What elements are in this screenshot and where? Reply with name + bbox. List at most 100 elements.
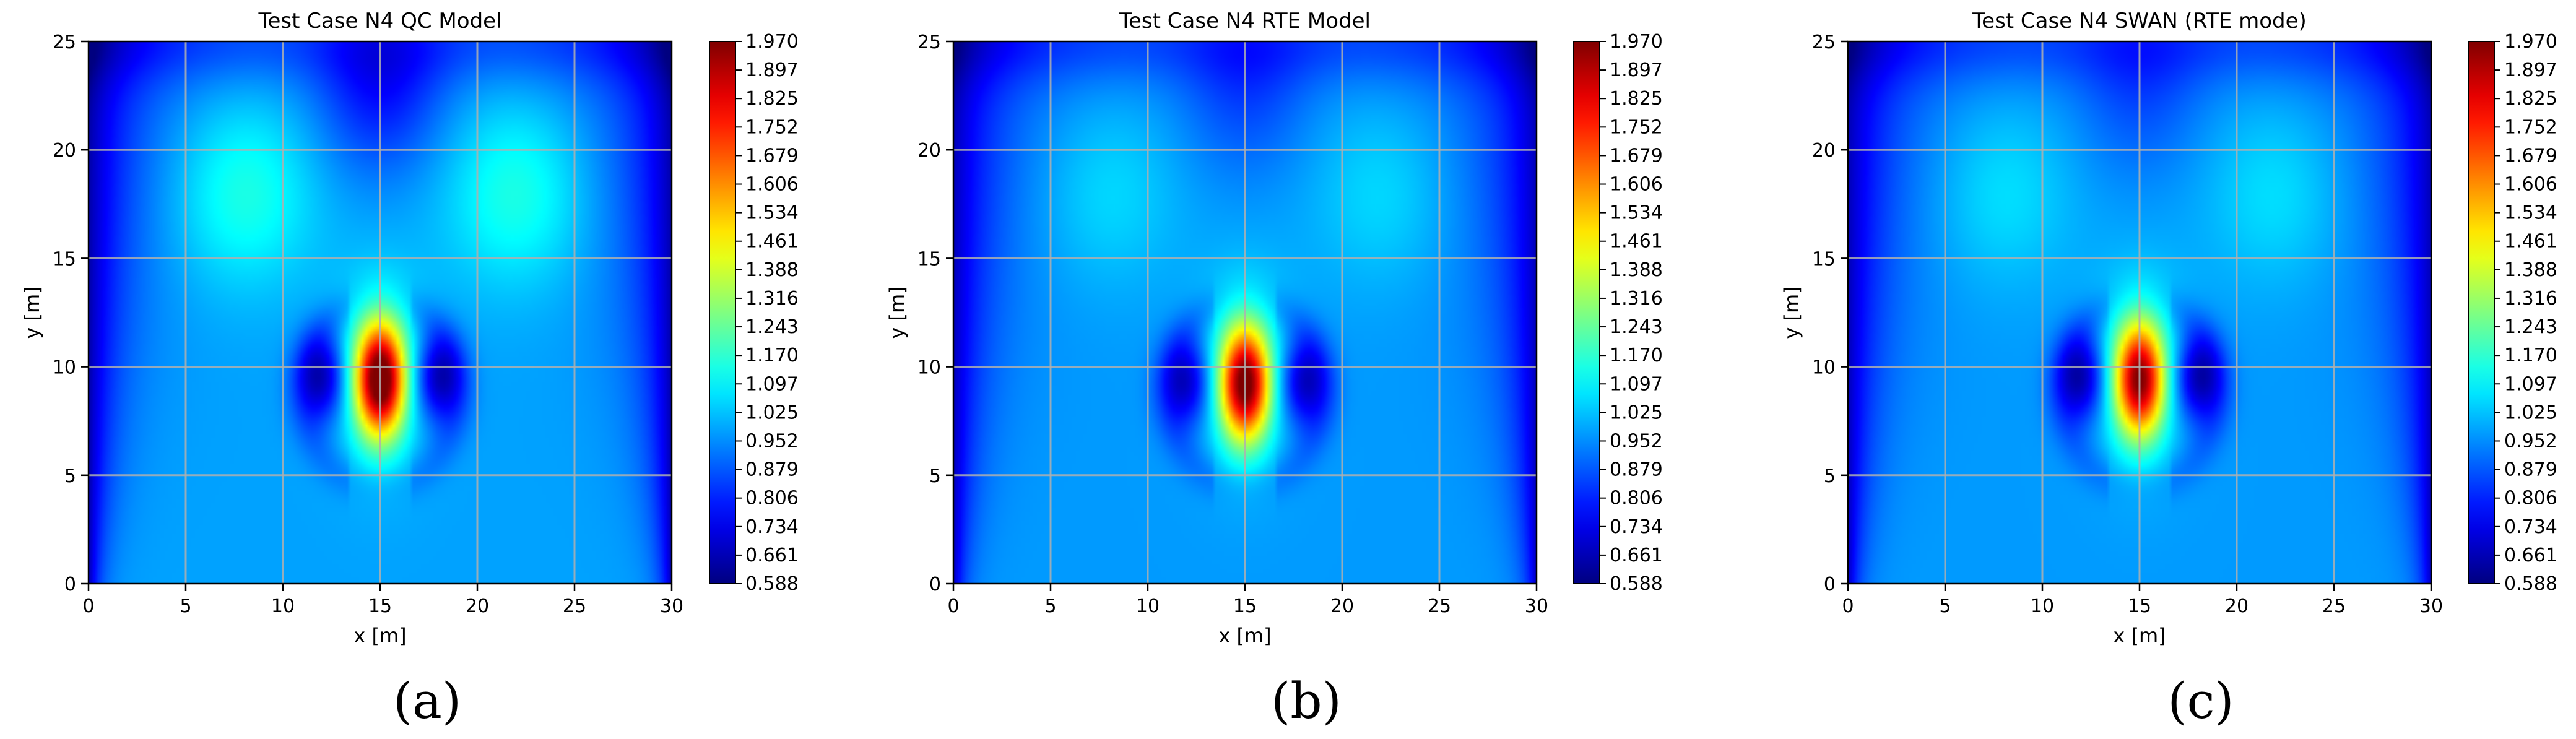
colorbar-tick-label: 0.952: [1610, 430, 1663, 452]
colorbar-tick-label: 0.661: [745, 545, 799, 566]
colorbar-tick-label: 0.661: [1610, 545, 1663, 566]
colorbar-tick-label: 1.388: [745, 259, 799, 281]
y-tick-label: 5: [1824, 465, 1836, 487]
x-tick-label: 5: [1939, 595, 1951, 617]
x-tick-label: 25: [2322, 595, 2346, 617]
colorbar-tick-label: 1.752: [745, 116, 799, 138]
colorbar-tick-label: 0.879: [745, 459, 799, 481]
y-tick-label: 20: [53, 140, 76, 162]
y-tick-label: 0: [64, 574, 76, 595]
colorbar-tick-label: 1.897: [2504, 59, 2557, 81]
panel-title: Test Case N4 RTE Model: [1119, 9, 1371, 33]
x-tick-label: 25: [563, 595, 586, 617]
x-tick-label: 20: [1330, 595, 1354, 617]
colorbar-tick-label: 1.461: [1610, 231, 1663, 253]
y-axis-label: y [m]: [20, 286, 44, 339]
y-tick-label: 25: [53, 32, 76, 53]
colorbar-tick-label: 1.097: [1610, 373, 1663, 395]
colorbar-tick-label: 1.461: [2504, 231, 2557, 253]
colorbar-tick-label: 0.661: [2504, 545, 2557, 566]
colorbar-tick-label: 1.752: [1610, 116, 1663, 138]
colorbar-tick-label: 1.025: [2504, 402, 2557, 423]
colorbar-tick-label: 0.952: [2504, 430, 2557, 452]
colorbar-tick-label: 0.952: [745, 430, 799, 452]
y-tick-label: 25: [1812, 32, 1836, 53]
colorbar-tick-label: 1.825: [2504, 88, 2557, 110]
y-axis-label: y [m]: [1780, 286, 1803, 339]
heatmap-panel-2: Test Case N4 RTE Model 0 5 10 15 20 25 30 0 5 10 15…: [885, 9, 1663, 730]
colorbar-tick-label: 1.897: [1610, 59, 1663, 81]
x-tick-label: 15: [368, 595, 392, 617]
x-tick-label: 0: [82, 595, 94, 617]
y-tick-label: 5: [929, 465, 941, 487]
x-axis-label: x [m]: [1218, 624, 1271, 647]
x-tick-label: 5: [1044, 595, 1056, 617]
colorbar-tick-label: 1.970: [2504, 31, 2557, 53]
x-tick-label: 10: [1136, 595, 1160, 617]
x-tick-label: 25: [1428, 595, 1451, 617]
y-tick-label: 20: [917, 140, 941, 162]
x-tick-label: 0: [1842, 595, 1854, 617]
y-tick-label: 20: [1812, 140, 1836, 162]
colorbar-tick-label: 1.170: [1610, 345, 1663, 366]
colorbar-tick-label: 1.970: [745, 31, 799, 53]
x-tick-label: 5: [180, 595, 191, 617]
x-tick-label: 30: [1525, 595, 1548, 617]
colorbar-gradient: [709, 41, 736, 584]
colorbar-tick-label: 0.806: [2504, 488, 2557, 509]
colorbar-tick-label: 0.734: [1610, 516, 1663, 538]
colorbar-tick-label: 0.806: [745, 488, 799, 509]
y-tick-label: 0: [929, 574, 941, 595]
colorbar-tick-label: 0.588: [2504, 573, 2557, 595]
colorbar-tick-label: 1.388: [2504, 259, 2557, 281]
colorbar-gradient: [2468, 41, 2495, 584]
colorbar-tick-label: 1.097: [745, 373, 799, 395]
y-tick-label: 10: [917, 357, 941, 379]
y-tick-label: 10: [53, 357, 76, 379]
colorbar: 0.588 0.661 0.734 0.806 0.879 0.952 1.025 1.097…: [1573, 31, 1663, 595]
colorbar-tick-label: 1.897: [745, 59, 799, 81]
x-tick-label: 30: [2419, 595, 2443, 617]
colorbar-tick-label: 1.679: [2504, 145, 2557, 166]
colorbar-tick-label: 0.806: [1610, 488, 1663, 509]
y-tick-label: 0: [1824, 574, 1836, 595]
x-tick-label: 20: [466, 595, 489, 617]
colorbar-tick-label: 1.025: [1610, 402, 1663, 423]
colorbar-tick-label: 1.243: [745, 316, 799, 338]
y-tick-label: 5: [64, 465, 76, 487]
colorbar-tick-label: 1.025: [745, 402, 799, 423]
panel-caption: (a): [393, 672, 461, 730]
colorbar-tick-label: 1.606: [745, 174, 799, 196]
colorbar-tick-label: 1.752: [2504, 116, 2557, 138]
colorbar-tick-label: 1.970: [1610, 31, 1663, 53]
colorbar-tick-label: 1.316: [2504, 288, 2557, 309]
heatmap-panel-3: Test Case N4 SWAN (RTE mode) 0 5 10 15 20 25 30…: [1780, 9, 2557, 730]
colorbar-tick-label: 1.316: [1610, 288, 1663, 309]
colorbar-tick-label: 1.534: [745, 202, 799, 224]
colorbar-tick-label: 1.679: [745, 145, 799, 166]
colorbar-tick-label: 1.097: [2504, 373, 2557, 395]
colorbar-tick-label: 1.534: [1610, 202, 1663, 224]
x-tick-label: 0: [947, 595, 959, 617]
panel-caption: (c): [2167, 672, 2234, 730]
colorbar-tick-label: 1.170: [2504, 345, 2557, 366]
x-tick-label: 30: [660, 595, 683, 617]
colorbar-tick-label: 0.588: [1610, 573, 1663, 595]
colorbar-tick-label: 1.606: [1610, 174, 1663, 196]
y-tick-label: 15: [917, 248, 941, 270]
colorbar-tick-label: 1.534: [2504, 202, 2557, 224]
colorbar-tick-label: 1.461: [745, 231, 799, 253]
colorbar: 0.588 0.661 0.734 0.806 0.879 0.952 1.025 1.097…: [2468, 31, 2557, 595]
colorbar-tick-label: 1.825: [745, 88, 799, 110]
colorbar-tick-label: 0.588: [745, 573, 799, 595]
x-axis-label: x [m]: [2113, 624, 2166, 647]
x-tick-label: 10: [2031, 595, 2054, 617]
x-tick-label: 15: [2128, 595, 2151, 617]
colorbar-gradient: [1573, 41, 1600, 584]
x-tick-label: 15: [1233, 595, 1257, 617]
colorbar: 0.588 0.661 0.734 0.806 0.879 0.952 1.025 1.097…: [709, 31, 799, 595]
y-tick-label: 15: [1812, 248, 1836, 270]
heatmap-panel-1: Test Case N4 QC Model 0 5 10 15 20 25 30 0 5 10 15 2…: [20, 9, 799, 730]
x-tick-label: 20: [2225, 595, 2249, 617]
